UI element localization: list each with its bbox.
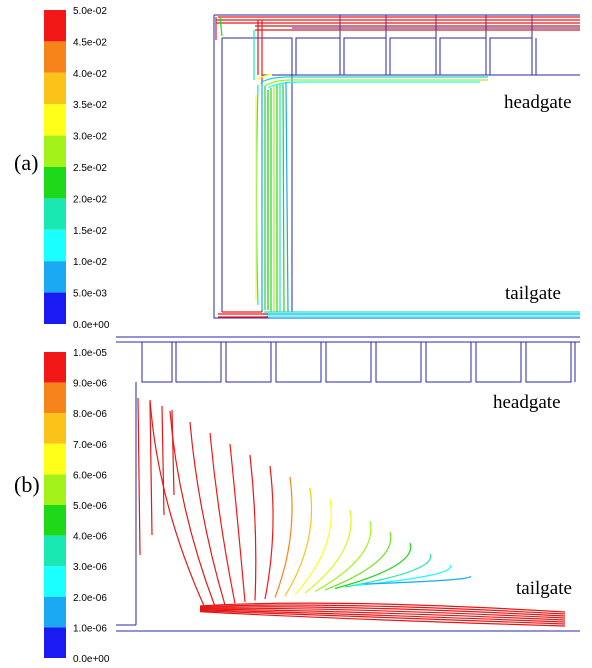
panel_b-colorbar-tick-label: 5.0e-06: [73, 501, 107, 512]
panel-b-label: (b): [14, 472, 40, 497]
panel_b-colorbar-tick-label: 7.0e-06: [73, 440, 107, 451]
panel_a-colorbar-tick-label: 3.0e-02: [73, 132, 107, 143]
pathline: [275, 477, 292, 598]
panel_a-colorbar-swatch: [44, 261, 66, 292]
panel_a-colorbar-tick-label: 5.0e-02: [73, 6, 107, 17]
panel_a-colorbar-swatch: [44, 230, 66, 261]
panel_b-colorbar-tick-label: 3.0e-06: [73, 562, 107, 573]
panel_a-colorbar-swatch: [44, 73, 66, 104]
panel-b-pathlines: [138, 398, 565, 626]
panel_a-colorbar-tick-label: 4.5e-02: [73, 37, 107, 48]
panel_b-colorbar-tick-label: 4.0e-06: [73, 532, 107, 543]
panel_a-colorbar-tick-label: 2.5e-02: [73, 163, 107, 174]
pathline: [315, 521, 371, 592]
panel_b-colorbar-tick-label: 1.0e-05: [73, 348, 107, 359]
colorbar-b-ticks: 1.0e-05 9.0e-06 8.0e-06 7.0e-06 6.0e-06 5.0e-…: [73, 348, 110, 665]
pathline: [265, 466, 273, 599]
panel-b-headgate-label: headgate: [493, 392, 561, 413]
colorbar-b: [44, 352, 66, 658]
panel_b-colorbar-tick-label: 0.0e+00: [73, 654, 110, 665]
panel_a-colorbar-swatch: [44, 41, 66, 72]
panel_b-colorbar-tick-label: 2.0e-06: [73, 593, 107, 604]
panel_b-colorbar-swatch: [44, 474, 66, 505]
panel_b-colorbar-swatch: [44, 627, 66, 658]
panel_a-colorbar-tick-label: 1.0e-02: [73, 257, 107, 268]
panel-a-headgate-label: headgate: [504, 92, 572, 113]
panel_a-colorbar-swatch: [44, 10, 66, 41]
panel_a-colorbar-tick-label: 4.0e-02: [73, 69, 107, 80]
panel_b-colorbar-tick-label: 1.0e-06: [73, 623, 107, 634]
panel_b-colorbar-swatch: [44, 536, 66, 567]
panel_a-colorbar-swatch: [44, 198, 66, 229]
panel_b-colorbar-swatch: [44, 383, 66, 414]
pathline: [250, 455, 256, 601]
pathline: [162, 406, 164, 515]
pathline: [172, 410, 174, 495]
panel_b-colorbar-swatch: [44, 413, 66, 444]
pathline: [295, 499, 331, 595]
panel_a-colorbar-swatch: [44, 104, 66, 135]
panel_b-colorbar-swatch: [44, 597, 66, 628]
panel-a-pathlines: [216, 17, 580, 318]
panel-a-geometry: [214, 15, 580, 318]
panel_a-colorbar-swatch: [44, 167, 66, 198]
panel_a-colorbar-tick-label: 3.5e-02: [73, 100, 107, 111]
panel_a-colorbar-tick-label: 0.0e+00: [73, 320, 110, 331]
pathline: [305, 510, 351, 593]
pathline: [230, 444, 245, 602]
panel-a-tailgate-label: tailgate: [505, 283, 561, 304]
panel-b: 1.0e-05 9.0e-06 8.0e-06 7.0e-06 6.0e-06 5.0e-…: [14, 337, 580, 665]
panel_a-colorbar-tick-label: 2.0e-02: [73, 194, 107, 205]
colorbar-a: [44, 10, 66, 324]
pathline: [150, 400, 205, 608]
panel_a-colorbar-swatch: [44, 293, 66, 324]
panel-a-label: (a): [14, 150, 38, 175]
panel_b-colorbar-tick-label: 9.0e-06: [73, 379, 107, 390]
panel_a-colorbar-tick-label: 1.5e-02: [73, 226, 107, 237]
panel_b-colorbar-tick-label: 6.0e-06: [73, 470, 107, 481]
panel_b-colorbar-swatch: [44, 352, 66, 383]
pathline: [138, 398, 140, 555]
panel_a-colorbar-swatch: [44, 136, 66, 167]
panel_b-colorbar-swatch: [44, 444, 66, 475]
panel_b-colorbar-swatch: [44, 505, 66, 536]
panel_b-colorbar-tick-label: 8.0e-06: [73, 409, 107, 420]
colorbar-a-ticks: 5.0e-02 4.5e-02 4.0e-02 3.5e-02 3.0e-02 2.5e-…: [73, 6, 110, 331]
panel_a-colorbar-tick-label: 5.0e-03: [73, 289, 107, 300]
panel-b-tailgate-label: tailgate: [516, 578, 572, 599]
panel-a: 5.0e-02 4.5e-02 4.0e-02 3.5e-02 3.0e-02 2.5e-…: [14, 6, 580, 331]
panel_b-colorbar-swatch: [44, 566, 66, 597]
